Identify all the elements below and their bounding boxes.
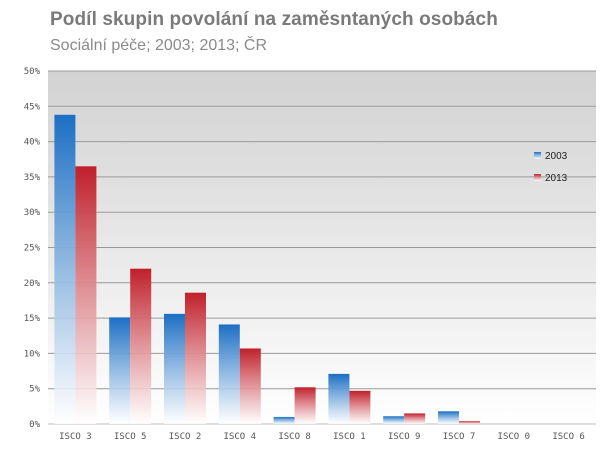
y-tick-label: 35% <box>24 173 41 183</box>
y-tick-label: 0% <box>29 420 40 430</box>
x-tick-label: ISCO 5 <box>114 432 147 442</box>
y-tick-label: 25% <box>24 244 41 254</box>
y-tick-label: 45% <box>24 102 41 112</box>
chart-title: Podíl skupin povolání na zaměsntaných os… <box>50 9 498 30</box>
chart-subtitle: Sociální péče; 2003; 2013; ČR <box>50 37 268 54</box>
legend-swatch-2003 <box>534 152 541 159</box>
x-tick-label: ISCO 1 <box>333 432 366 442</box>
bar-2003-isco-8 <box>273 416 295 424</box>
bar-2013-isco-9 <box>404 413 426 424</box>
bar-2013-isco-1 <box>349 390 371 424</box>
bar-2003-isco-3 <box>54 114 76 424</box>
y-tick-label: 15% <box>24 314 41 324</box>
bar-2013-isco-4 <box>239 348 261 424</box>
bar-2003-isco-7 <box>438 411 459 424</box>
bar-2003-isco-1 <box>328 373 350 424</box>
bar-2013-isco-5 <box>130 268 152 424</box>
y-tick-label: 50% <box>24 67 41 77</box>
x-tick-label: ISCO 9 <box>388 432 421 442</box>
x-tick-label: ISCO 6 <box>552 432 585 442</box>
x-tick-label: ISCO 7 <box>443 432 476 442</box>
x-tick-label: ISCO 8 <box>278 432 311 442</box>
y-tick-label: 20% <box>24 279 41 289</box>
x-tick-label: ISCO 0 <box>498 432 531 442</box>
bar-2013-isco-3 <box>75 166 97 424</box>
x-tick-label: ISCO 3 <box>59 432 92 442</box>
x-tick-label: ISCO 2 <box>169 432 202 442</box>
legend-label-2013: 2013 <box>545 173 568 184</box>
bar-2003-isco-4 <box>218 324 240 424</box>
bar-2013-isco-2 <box>185 292 206 424</box>
y-tick-label: 5% <box>29 385 40 395</box>
legend-swatch-2013 <box>534 174 541 181</box>
legend-label-2003: 2003 <box>545 151 568 162</box>
bar-2013-isco-8 <box>294 387 316 424</box>
x-tick-label: ISCO 4 <box>224 432 257 442</box>
y-tick-label: 30% <box>24 208 41 218</box>
bar-2013-isco-7 <box>459 421 480 424</box>
y-tick-label: 40% <box>24 138 41 148</box>
y-tick-label: 10% <box>24 349 41 359</box>
bar-2003-isco-9 <box>383 416 405 424</box>
bar-2003-isco-2 <box>164 313 185 424</box>
bar-2003-isco-5 <box>109 317 131 424</box>
